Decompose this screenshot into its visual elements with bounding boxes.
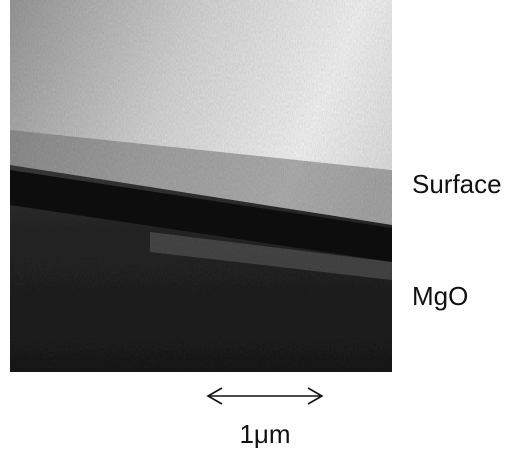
scale-bar-label: 1μm (239, 419, 290, 449)
surface-label: Surface (412, 169, 502, 199)
substrate-label: MgO (412, 281, 468, 311)
scale-arrow (206, 387, 324, 405)
micrograph (10, 0, 392, 372)
